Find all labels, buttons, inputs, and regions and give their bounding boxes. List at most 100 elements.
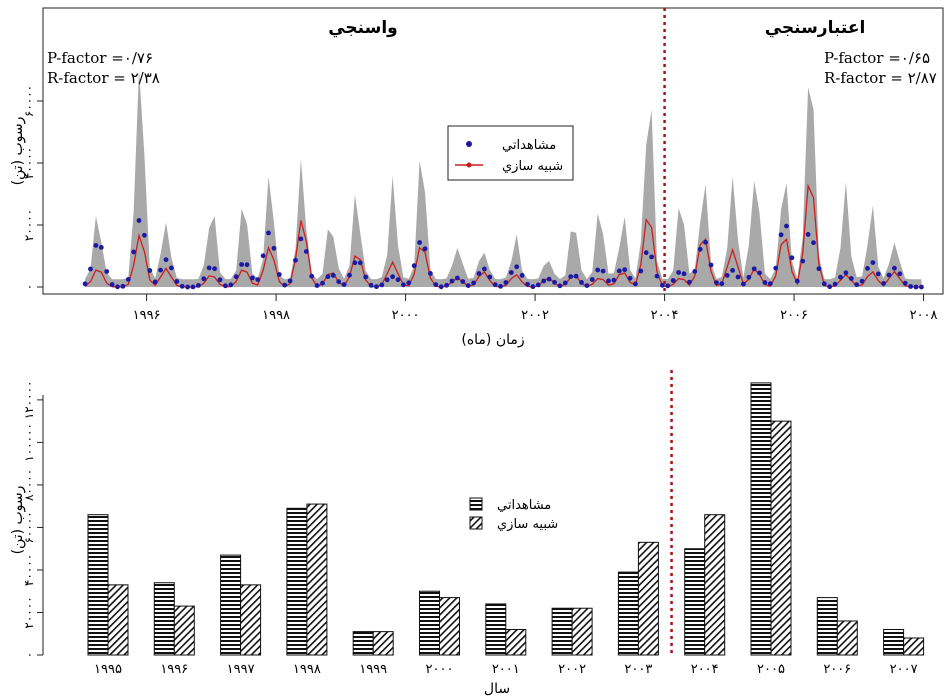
legend-observed-marker (466, 141, 472, 147)
observed-point (244, 262, 250, 268)
observed-point (568, 274, 574, 279)
bar-observed (352, 631, 374, 656)
observed-point (401, 282, 406, 288)
observed-point (719, 281, 725, 287)
observed-point (287, 278, 293, 284)
legend-simulated-swatch (469, 516, 483, 530)
observed-point (239, 262, 245, 267)
observed-point (870, 260, 876, 265)
observed-point (298, 236, 304, 242)
bar-observed (286, 507, 308, 656)
observed-point (455, 275, 460, 281)
observed-point (250, 275, 255, 281)
bottom-legend: مشاهداتي شبيه سازي (469, 497, 558, 532)
top-y-tick-label: ۴۰۰۰۰ (22, 147, 36, 179)
observed-point (811, 240, 816, 246)
observed-point (741, 281, 746, 287)
bar-observed (87, 514, 109, 656)
observed-point (649, 254, 654, 260)
observed-point (336, 279, 342, 285)
observed-point (843, 270, 849, 276)
observed-point (433, 282, 439, 287)
observed-point (212, 266, 218, 272)
observed-point (147, 268, 153, 273)
bottom-y-tick-label: ۱۰۰۰۰۰ (22, 423, 36, 462)
observed-point (190, 284, 196, 290)
observed-point (374, 284, 379, 290)
observed-point (730, 268, 735, 273)
observed-point (627, 275, 633, 281)
observed-point (260, 253, 266, 259)
observed-point (589, 277, 595, 282)
observed-point (735, 274, 741, 280)
observed-point (838, 274, 843, 280)
observed-point (98, 245, 104, 250)
observed-point (784, 223, 789, 229)
observed-point (115, 284, 120, 290)
observed-point (330, 273, 336, 278)
observed-point (131, 249, 137, 255)
observed-point (562, 280, 568, 286)
top-panel: ۰ ۲۰۰۰۰ ۴۰۰۰۰ ۶۰۰۰۰ ۱۹۹۶ ۱۹۹۸ ۲۰۰۰ ۲۰۰۲ ۲۰۰۴ ۲۰۰… (10, 7, 944, 348)
observed-point (368, 282, 374, 288)
observed-point (859, 278, 865, 284)
bar-observed (617, 571, 639, 656)
legend-bar-simulated-label: شبيه سازي (497, 517, 558, 532)
observed-point (487, 274, 493, 280)
top-legend: مشاهداتي شبيه سازي (447, 125, 574, 181)
observed-point (271, 245, 277, 251)
observed-point (773, 265, 779, 271)
observed-point (93, 243, 99, 248)
observed-point (422, 246, 428, 252)
observed-point (449, 278, 455, 284)
bar-simulated (903, 637, 925, 656)
observed-point (908, 284, 913, 289)
observed-point (438, 284, 444, 290)
observed-point (201, 276, 207, 282)
bar-simulated (505, 628, 527, 656)
bar-observed (684, 548, 706, 656)
bar-observed (816, 597, 838, 656)
observed-point (282, 282, 288, 288)
observed-point (708, 262, 714, 268)
observed-point (848, 276, 854, 281)
observed-point (136, 218, 142, 223)
bottom-y-ticks: ۰ ۲۰۰۰۰ ۴۰۰۰۰ ۶۰۰۰۰ ۸۰۰۰۰ ۱۰۰۰۰۰ ۱۲۰۰۰۰ (22, 381, 43, 658)
observed-point (519, 273, 525, 278)
bar-simulated (704, 514, 726, 656)
observed-point (897, 271, 903, 277)
observed-point (169, 265, 174, 271)
observed-point (767, 281, 773, 286)
observed-point (514, 264, 520, 270)
observed-point (530, 284, 536, 290)
observed-point (595, 267, 601, 273)
observed-point (697, 246, 703, 252)
top-legend-box (447, 125, 574, 181)
observed-point (805, 232, 811, 237)
top-y-ticks: ۰ ۲۰۰۰۰ ۴۰۰۰۰ ۶۰۰۰۰ (22, 85, 43, 290)
observed-point (724, 273, 730, 278)
observed-point (881, 281, 886, 286)
observed-point (303, 249, 309, 254)
bar-simulated (439, 597, 460, 656)
observed-point (357, 260, 363, 266)
observed-point (158, 267, 164, 273)
bar-observed (153, 582, 175, 656)
observed-point (363, 274, 369, 280)
observed-point (206, 265, 212, 271)
bottom-x-tick-label: ۲۰۰۵ (757, 662, 785, 677)
bottom-y-axis-label: رسوب (تن) (10, 486, 26, 555)
observed-point (535, 282, 541, 288)
observed-point (223, 283, 228, 289)
observed-point (902, 280, 908, 286)
observed-point (276, 272, 282, 277)
observed-point (460, 279, 466, 284)
observed-point (757, 270, 762, 276)
observed-point (152, 279, 158, 285)
legend-observed-label: مشاهداتي (502, 138, 556, 153)
observed-point (816, 266, 822, 272)
observed-point (681, 271, 687, 277)
observed-point (379, 282, 385, 288)
top-x-tick-label: ۲۰۰۴ (651, 308, 679, 323)
observed-point (196, 283, 201, 288)
